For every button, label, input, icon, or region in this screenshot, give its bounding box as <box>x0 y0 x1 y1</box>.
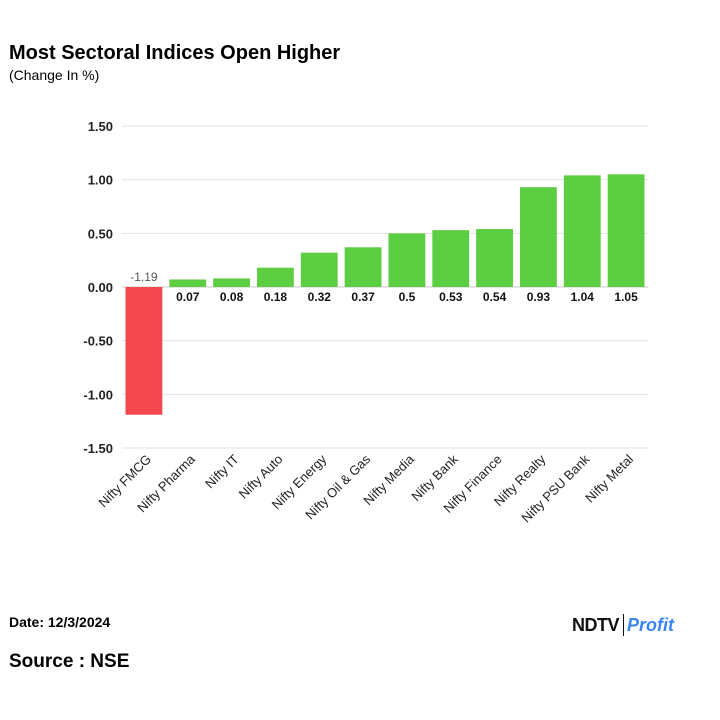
x-tick-label: Nifty IT <box>202 451 242 491</box>
data-label: 0.53 <box>439 290 463 304</box>
y-tick-label: -1.50 <box>83 441 113 456</box>
brand-logo: NDTV Profit <box>572 614 674 636</box>
bar <box>125 287 163 415</box>
data-label: 0.54 <box>483 290 507 304</box>
bar <box>520 187 557 287</box>
bar <box>607 174 645 287</box>
date-label: Date: 12/3/2024 <box>9 614 111 630</box>
bar <box>257 267 294 287</box>
data-label: 1.04 <box>571 290 595 304</box>
data-label: 0.07 <box>176 290 200 304</box>
brand-primary: NDTV <box>572 614 620 635</box>
bar <box>388 233 426 287</box>
y-tick-label: -0.50 <box>83 334 113 349</box>
y-tick-label: 1.00 <box>88 173 113 188</box>
y-tick-label: 0.00 <box>88 280 113 295</box>
brand-separator <box>623 614 624 636</box>
chart-title: Most Sectoral Indices Open Higher <box>9 42 341 64</box>
bar <box>344 247 382 287</box>
bar <box>169 279 207 287</box>
bar <box>476 229 513 287</box>
bar <box>300 252 338 287</box>
data-label: 0.08 <box>220 290 244 304</box>
data-label: 0.32 <box>308 290 332 304</box>
bar-chart: 1.50 1.00 0.50 0.00 -0.50 -1.00 -1.50 -1.19 Nift… <box>83 119 648 525</box>
data-label: 0.93 <box>527 290 551 304</box>
bar <box>432 230 470 287</box>
data-label: 0.18 <box>264 290 288 304</box>
data-label: 0.5 <box>399 290 416 304</box>
brand-secondary: Profit <box>627 614 674 635</box>
y-tick-label: 1.50 <box>88 119 113 134</box>
y-tick-label: 0.50 <box>88 226 113 241</box>
chart-subtitle: (Change In %) <box>9 67 100 83</box>
source-label: Source : NSE <box>9 651 130 672</box>
data-label: 0.37 <box>351 290 375 304</box>
data-label: 1.05 <box>614 290 638 304</box>
y-tick-label: -1.00 <box>83 387 113 402</box>
data-label: -1.19 <box>130 270 158 284</box>
bar <box>563 175 601 287</box>
bar <box>213 278 250 287</box>
x-tick-label: Nifty Metal <box>582 451 636 505</box>
